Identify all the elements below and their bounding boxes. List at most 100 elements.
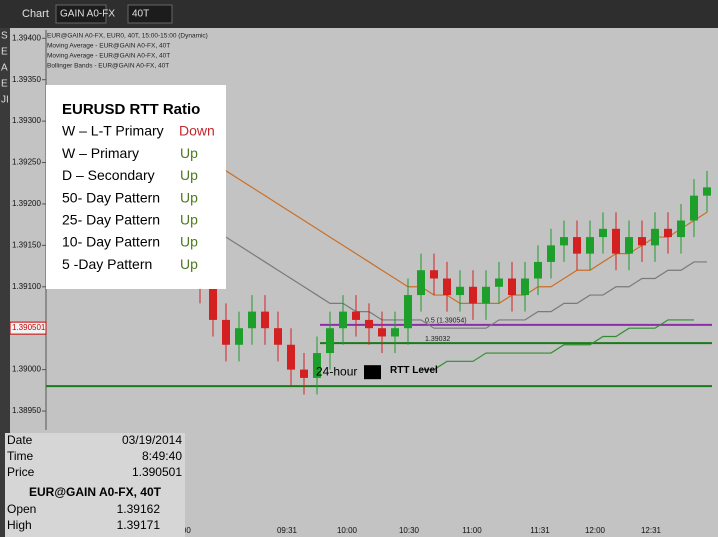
rtt-label: 5 -Day Pattern: [62, 256, 152, 272]
candle-body: [547, 245, 555, 262]
rtt-box: [46, 85, 226, 289]
symbol-text: GAIN A0-FX: [60, 9, 115, 20]
y-tick-label: 1.39300: [12, 116, 41, 125]
price-marker-label: 1.390501: [12, 323, 46, 332]
rtt-label: 25- Day Pattern: [62, 212, 160, 228]
y-tick-label: 1.39400: [12, 33, 41, 42]
candle-body: [573, 237, 581, 254]
candle-body: [586, 237, 594, 254]
candle-body: [469, 286, 477, 304]
candle-body: [534, 261, 542, 279]
interval-field[interactable]: [127, 4, 173, 24]
x-tick-label: 10:30: [399, 526, 420, 535]
candle-body: [456, 286, 464, 296]
annotation: RTT Level: [390, 365, 438, 376]
candle-body: [274, 328, 282, 345]
x-tick-label: 09:31: [277, 526, 298, 535]
info-value: 03/19/2014: [122, 433, 182, 447]
candle-body: [677, 220, 685, 238]
moving-average: [421, 319, 694, 371]
y-tick-label: 1.39200: [12, 199, 41, 208]
info-label: High: [7, 518, 32, 532]
candle-body: [235, 328, 243, 345]
candle-body: [209, 286, 217, 320]
rtt-label: W – Primary: [62, 145, 139, 161]
x-tick-label: 12:00: [585, 526, 606, 535]
candle-body: [560, 237, 568, 246]
x-tick-label: 10:00: [337, 526, 358, 535]
annotation-box: [364, 365, 381, 380]
rtt-value: Up: [180, 189, 198, 205]
app-label[interactable]: Chart: [22, 8, 49, 20]
candle-body: [326, 328, 334, 354]
info-label: Open: [7, 502, 36, 516]
info-value: 1.390501: [132, 465, 182, 479]
rtt-value: Up: [180, 212, 198, 228]
info-label: Date: [7, 433, 33, 447]
candle-body: [443, 278, 451, 296]
interval-text: 40T: [132, 9, 149, 20]
candle-body: [248, 311, 256, 329]
price-marker: [9, 321, 47, 335]
candle-body: [612, 228, 620, 254]
candle-body: [430, 270, 438, 279]
rtt-value: Up: [180, 234, 198, 250]
candle-body: [404, 295, 412, 329]
info-symbol: EUR@GAIN A0-FX, 40T: [29, 485, 162, 499]
candle-body: [625, 237, 633, 254]
rtt-label: W – L-T Primary: [62, 123, 164, 139]
candle-body: [690, 195, 698, 221]
rtt-label: 10- Day Pattern: [62, 234, 160, 250]
y-tick-label: 1.39150: [12, 240, 41, 249]
candle-body: [287, 344, 295, 370]
rtt-value: Up: [180, 256, 198, 272]
y-tick-label: 1.39100: [12, 282, 41, 291]
candle-body: [313, 353, 321, 378]
legend: EUR@GAIN A0-FX, EUR0, 40T, 15:00-15:00 (…: [47, 33, 208, 70]
level-label: 1.39032: [425, 336, 450, 343]
legend-line: Bollinger Bands - EUR@GAIN A0-FX, 40T: [47, 63, 169, 70]
candle-body: [378, 328, 386, 337]
moving-average: [199, 153, 708, 304]
candle-body: [599, 228, 607, 238]
candle-body: [222, 319, 230, 345]
annotation: 24-hour: [316, 364, 357, 378]
x-tick-label: 11:31: [530, 526, 550, 535]
legend-line: EUR@GAIN A0-FX, EUR0, 40T, 15:00-15:00 (…: [47, 33, 208, 40]
side-letter: E: [1, 47, 8, 58]
side-letter: E: [1, 79, 8, 90]
candle-body: [352, 311, 360, 320]
level-label: 0.5 (1.39054): [425, 318, 467, 325]
rtt-title: EURUSD RTT Ratio: [62, 101, 200, 118]
info-value: 1.39162: [117, 502, 161, 516]
candle-body: [482, 286, 490, 304]
candle-body: [703, 187, 711, 196]
candle-body: [417, 270, 425, 296]
info-label: Time: [7, 449, 34, 463]
candle-body: [521, 278, 529, 296]
y-tick-label: 1.38950: [12, 406, 41, 415]
candle-body: [261, 311, 269, 329]
y-tick-label: 1.39250: [12, 158, 41, 167]
symbol-field[interactable]: [55, 4, 107, 24]
info-panel: [5, 433, 185, 537]
x-tick-label: 11:00: [462, 526, 482, 535]
legend-line: Moving Average - EUR@GAIN A0-FX, 40T: [47, 53, 170, 60]
x-tick-label: 12:31: [641, 526, 662, 535]
info-value: 8:49:40: [142, 449, 182, 463]
candle-body: [300, 369, 308, 378]
rtt-value: Up: [180, 145, 198, 161]
info-label: Price: [7, 465, 35, 479]
candle-body: [508, 278, 516, 296]
toolbar: [0, 0, 718, 28]
candle-body: [339, 311, 347, 329]
y-tick-label: 1.39350: [12, 75, 41, 84]
rtt-value: Up: [180, 167, 198, 183]
plot: 1.39400 1.39350 1.39300 1.39250 1.39200 1.391…: [9, 30, 718, 537]
side-letter: A: [1, 63, 8, 74]
y-tick-label: 1.39000: [12, 365, 41, 374]
side-letter: S: [1, 31, 8, 42]
rtt-value: Down: [179, 123, 215, 139]
rtt-rows: W – L-T Primary Down W – Primary Up D – Seco…: [62, 123, 215, 272]
